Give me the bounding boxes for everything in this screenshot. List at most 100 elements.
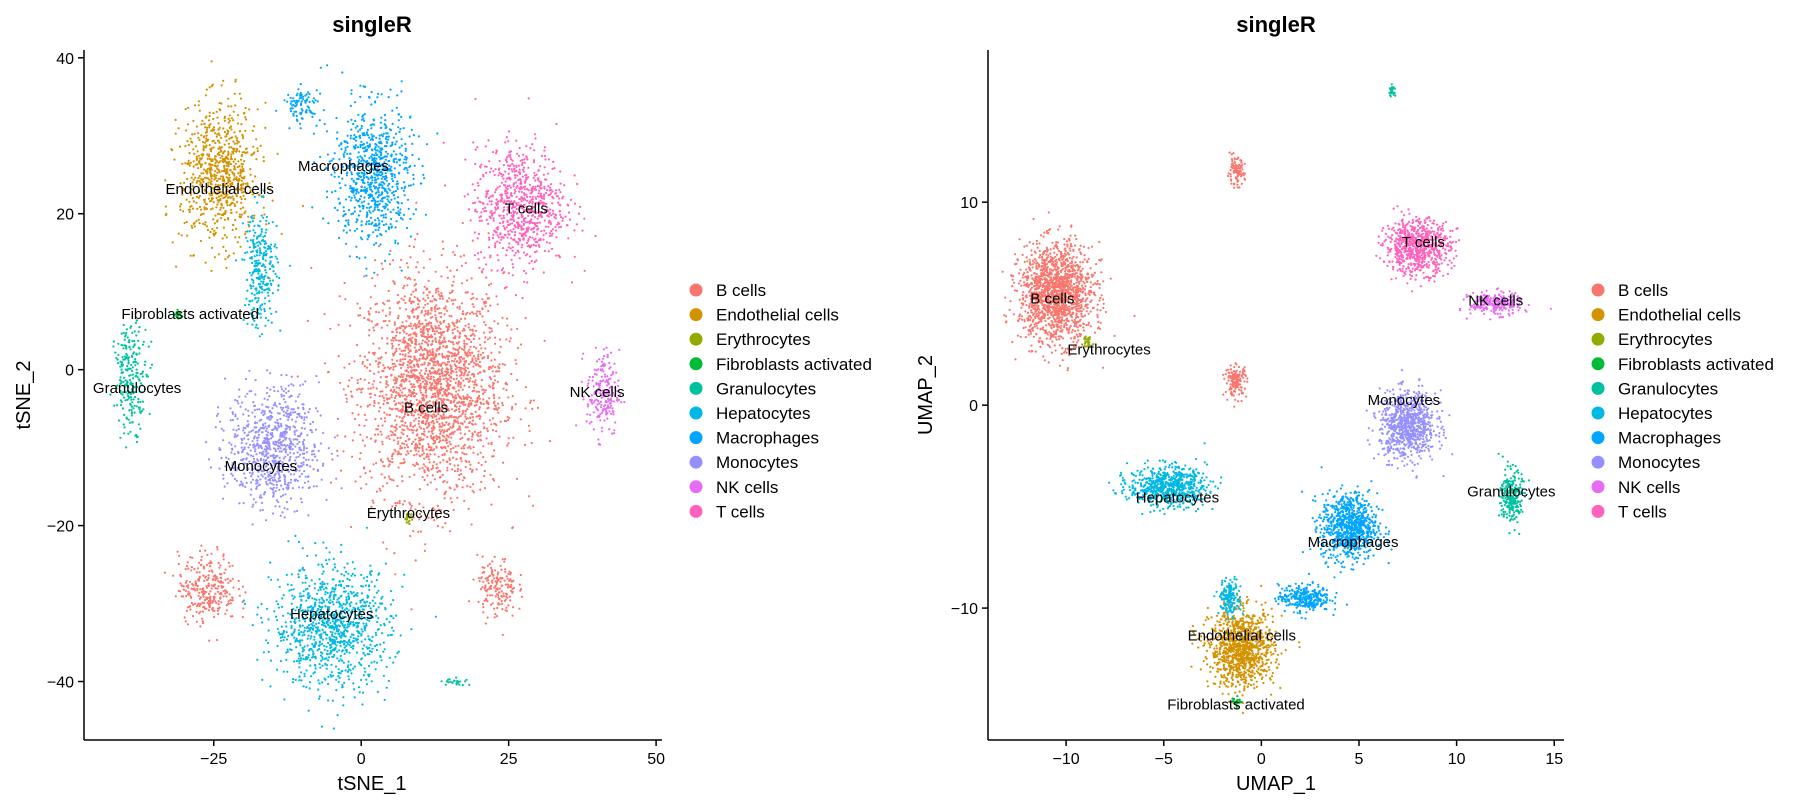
- data-point: [396, 327, 399, 330]
- data-point: [208, 605, 211, 609]
- data-point: [477, 600, 480, 604]
- data-point: [423, 285, 426, 288]
- data-point: [422, 331, 425, 335]
- data-point: [433, 330, 436, 333]
- data-point: [388, 263, 392, 266]
- data-point: [439, 322, 442, 325]
- data-point: [229, 602, 232, 605]
- data-point: [437, 293, 440, 296]
- data-point: [406, 446, 409, 449]
- data-point: [489, 385, 492, 389]
- data-point: [462, 254, 466, 257]
- data-point: [344, 298, 347, 301]
- data-point: [461, 329, 464, 332]
- data-point: [135, 440, 138, 444]
- data-point: [442, 459, 445, 462]
- data-point: [488, 326, 491, 329]
- data-point: [494, 595, 497, 598]
- data-point: [191, 133, 194, 136]
- data-point: [399, 436, 402, 439]
- data-point: [216, 220, 219, 223]
- data-point: [362, 651, 365, 654]
- data-point: [490, 330, 493, 333]
- data-point: [446, 266, 449, 269]
- data-point: [456, 326, 459, 329]
- data-point: [440, 334, 443, 337]
- data-point: [308, 687, 311, 690]
- data-point: [414, 289, 417, 292]
- data-point: [424, 312, 427, 315]
- data-point: [345, 601, 349, 604]
- data-point: [301, 634, 304, 637]
- data-point: [476, 310, 479, 313]
- data-point: [308, 681, 312, 684]
- data-point: [414, 438, 417, 441]
- data-point: [368, 588, 371, 592]
- data-point: [374, 284, 377, 287]
- data-point: [453, 404, 456, 408]
- data-point: [501, 363, 504, 366]
- data-point: [399, 402, 402, 405]
- data-point: [506, 324, 509, 327]
- data-point: [424, 423, 427, 426]
- data-point: [197, 176, 200, 180]
- data-point: [336, 641, 339, 644]
- data-point: [468, 379, 471, 382]
- data-point: [435, 463, 438, 466]
- data-point: [394, 364, 397, 368]
- data-point: [263, 213, 266, 216]
- data-point: [427, 353, 430, 356]
- data-point: [477, 395, 480, 398]
- data-point: [215, 601, 218, 605]
- data-point: [441, 429, 444, 432]
- data-point: [334, 648, 337, 651]
- data-point: [445, 364, 448, 367]
- data-point: [265, 215, 268, 219]
- data-point: [419, 439, 422, 442]
- data-point: [511, 526, 514, 529]
- data-point: [253, 224, 256, 227]
- data-point: [383, 366, 386, 369]
- data-point: [424, 299, 427, 302]
- data-point: [217, 585, 220, 588]
- data-point: [369, 643, 372, 646]
- data-point: [238, 92, 241, 95]
- data-point: [483, 391, 486, 394]
- data-point: [240, 198, 243, 201]
- data-point: [136, 362, 139, 365]
- data-point: [413, 419, 416, 422]
- data-point: [423, 478, 426, 482]
- data-point: [401, 378, 405, 381]
- data-point: [219, 597, 222, 600]
- data-point: [433, 298, 437, 301]
- data-point: [409, 333, 412, 336]
- data-point: [481, 555, 484, 558]
- data-point: [395, 390, 398, 394]
- data-point: [144, 328, 147, 331]
- data-point: [417, 420, 420, 423]
- data-point: [453, 410, 456, 413]
- data-point: [412, 332, 415, 335]
- data-point: [401, 321, 404, 324]
- data-point: [210, 147, 213, 150]
- data-point: [375, 591, 378, 594]
- data-point: [490, 570, 494, 574]
- data-point: [475, 415, 478, 418]
- data-point: [324, 586, 327, 589]
- data-point: [244, 210, 247, 213]
- data-point: [291, 681, 295, 684]
- data-point: [291, 594, 294, 597]
- data-point: [428, 381, 432, 384]
- data-point: [209, 230, 212, 234]
- data-point: [358, 661, 361, 664]
- data-point: [529, 401, 532, 404]
- data-point: [381, 309, 384, 312]
- data-point: [422, 432, 425, 435]
- data-point: [438, 388, 441, 391]
- data-point: [436, 320, 439, 323]
- data-point: [337, 680, 340, 683]
- data-point: [238, 213, 241, 216]
- data-point: [367, 381, 370, 384]
- data-point: [470, 401, 473, 405]
- data-point: [491, 365, 494, 368]
